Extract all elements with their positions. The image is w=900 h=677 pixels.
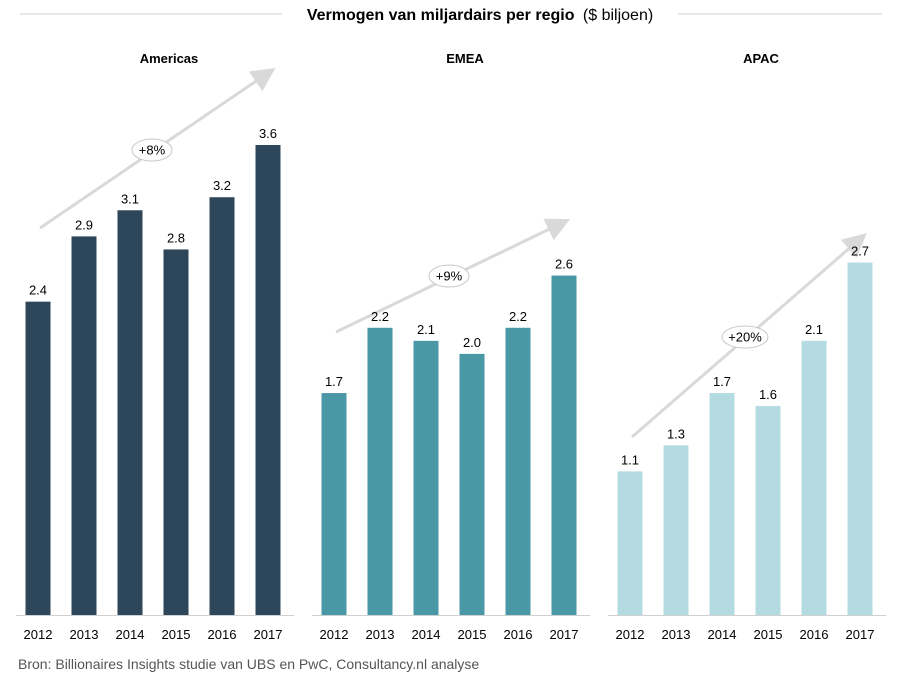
bar [71,236,97,615]
panel-title: Americas [140,51,199,66]
growth-badge [428,264,470,288]
x-tick-label: 2014 [708,627,737,642]
x-tick-label: 2013 [70,627,99,642]
x-tick-label: 2012 [616,627,645,642]
panels: Americas +8% 2.4 2012 2.9 2013 3.1 2014 2.8 2015 3… [16,51,886,642]
bar [617,471,643,615]
growth-badge [131,138,173,162]
panel-emea: EMEA +9% 1.7 2012 2.2 2013 2.1 2014 2.0 2015 2.2 20… [312,51,590,642]
bar-value-label: 3.6 [259,126,277,141]
bar [551,275,577,615]
x-tick-label: 2014 [116,627,145,642]
bar-value-label: 2.6 [555,257,573,272]
bar [663,445,689,615]
bar-value-label: 1.1 [621,452,639,467]
panel-apac: APAC +20% 1.1 2012 1.3 2013 1.7 2014 1.6 2015 2.1 2… [608,51,886,642]
bar [117,210,143,615]
bar-value-label: 2.2 [509,309,527,324]
bar [755,406,781,615]
bar-value-label: 1.7 [325,374,343,389]
bar-value-label: 3.2 [213,178,231,193]
x-tick-label: 2012 [320,627,349,642]
bar-value-label: 2.0 [463,335,481,350]
bar [321,393,347,615]
bar-value-label: 2.9 [75,217,93,232]
panel-title: EMEA [446,51,484,66]
x-tick-label: 2016 [208,627,237,642]
x-tick-label: 2013 [662,627,691,642]
chart-title: Vermogen van miljardairs per regio ($ bi… [307,7,653,24]
growth-label: +8% [139,143,166,158]
bar-value-label: 2.1 [805,322,823,337]
bar [25,301,51,615]
chart-title-bold: Vermogen van miljardairs per regio [307,7,575,24]
bar-value-label: 2.2 [371,309,389,324]
source-note: Bron: Billionaires Insights studie van U… [18,656,480,672]
growth-badge [721,325,769,349]
bar-value-label: 2.8 [167,230,185,245]
chart-title-unit: ($ biljoen) [583,7,653,24]
panel-title: APAC [743,51,779,66]
growth-label: +20% [728,330,762,345]
bar [459,353,485,615]
x-tick-label: 2016 [800,627,829,642]
x-tick-label: 2013 [366,627,395,642]
x-tick-label: 2017 [846,627,875,642]
bar [709,393,735,615]
bar [163,249,189,615]
bar-value-label: 3.1 [121,191,139,206]
x-tick-label: 2014 [412,627,441,642]
x-tick-label: 2015 [458,627,487,642]
panel-americas: Americas +8% 2.4 2012 2.9 2013 3.1 2014 2.8 2015 3… [16,51,294,642]
bar [209,197,235,615]
bar-value-label: 2.4 [29,283,47,298]
x-tick-label: 2015 [162,627,191,642]
x-tick-label: 2017 [550,627,579,642]
x-tick-label: 2017 [254,627,283,642]
bar-value-label: 1.7 [713,374,731,389]
bar-value-label: 2.1 [417,322,435,337]
bar-value-label: 2.7 [851,244,869,259]
bar-value-label: 1.3 [667,426,685,441]
x-tick-label: 2015 [754,627,783,642]
bar-value-label: 1.6 [759,387,777,402]
bar [505,327,531,615]
growth-label: +9% [436,269,463,284]
bar [367,327,393,615]
x-tick-label: 2016 [504,627,533,642]
bar [801,340,827,615]
bar [255,145,281,615]
x-tick-label: 2012 [24,627,53,642]
bar [847,262,873,615]
bar [413,340,439,615]
